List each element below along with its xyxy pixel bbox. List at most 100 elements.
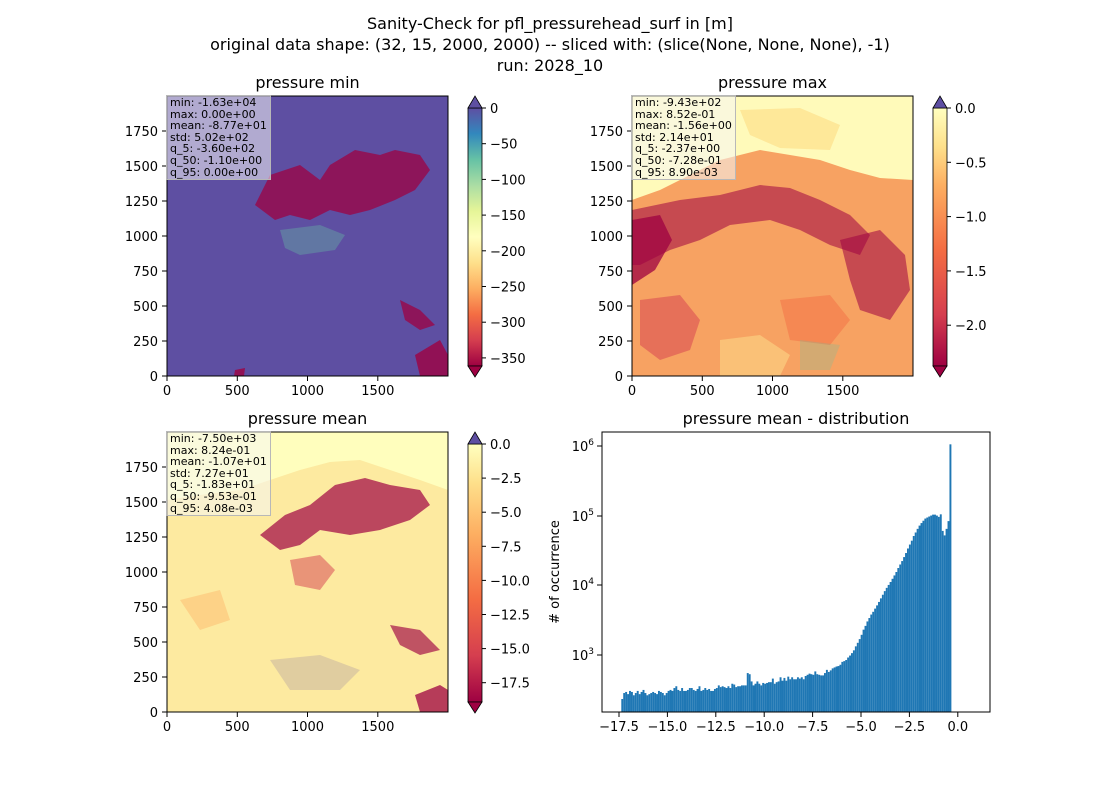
histogram-bar xyxy=(700,690,703,712)
panel-pressure-mean: 0 500 1000 1500 0 250 500 750 1000 1250 … xyxy=(125,431,530,735)
histogram-bar xyxy=(822,675,824,712)
histogram-bar xyxy=(640,691,643,712)
histogram-bar xyxy=(713,688,716,712)
histogram-bar xyxy=(872,611,875,712)
x-tick-label: −10.0 xyxy=(744,720,784,735)
histogram-bar xyxy=(756,681,759,712)
histogram-bar xyxy=(854,646,857,712)
histogram-bar xyxy=(885,587,888,712)
histogram-bar xyxy=(702,689,705,712)
histogram-bar xyxy=(823,673,826,712)
y-axis-label: # of occurrence xyxy=(548,520,563,624)
histogram-bar xyxy=(661,693,664,712)
histogram-bar xyxy=(818,674,821,712)
histogram-bar xyxy=(808,673,811,712)
histogram-bar xyxy=(681,688,684,712)
histogram-bar xyxy=(843,661,846,712)
x-axis-mean: 0 500 1000 1500 xyxy=(163,712,394,735)
colorbar-tick-label: −100 xyxy=(490,173,526,188)
x-tick-label: 1000 xyxy=(291,384,324,399)
histogram-bar xyxy=(781,680,784,712)
histogram-bar xyxy=(837,666,840,712)
histogram-bar xyxy=(677,689,680,712)
histogram-bar xyxy=(634,693,637,712)
histogram-bar xyxy=(627,694,630,712)
colorbar-tick-label: −7.5 xyxy=(490,540,522,555)
histogram-bar xyxy=(742,685,745,712)
y-axis-histogram: 103 104 105 106 xyxy=(572,438,602,664)
histogram-bar xyxy=(768,682,770,712)
histogram-bar xyxy=(918,525,921,712)
x-tick-label: −2.5 xyxy=(894,720,926,735)
histogram-bar xyxy=(945,528,948,712)
figure-title-line3: run: 2028_10 xyxy=(496,56,604,75)
histogram-bar xyxy=(735,687,738,712)
histogram-bar xyxy=(806,674,809,712)
histogram-bar xyxy=(947,521,950,712)
histogram-bar xyxy=(777,681,780,712)
stats-box-max: min: -9.43e+02 max: 8.52e-01 mean: -1.56… xyxy=(631,95,736,181)
y-tick-label: 0 xyxy=(150,706,158,721)
y-tick-label: 1000 xyxy=(125,230,158,245)
x-tick-label: 1500 xyxy=(361,720,394,735)
histogram-bar xyxy=(762,682,765,712)
histogram-bar xyxy=(775,682,778,712)
histogram-bar xyxy=(905,553,907,712)
x-tick-label: 1000 xyxy=(756,384,789,399)
colorbar-tick-label: −2.5 xyxy=(490,472,522,487)
stat-line: q_5: -2.37e+00 xyxy=(635,142,721,156)
colorbar-max: 0.0 −0.5 −1.0 −1.5 −2.0 xyxy=(932,95,987,378)
histogram-bar xyxy=(935,515,938,712)
x-tick-label: 500 xyxy=(225,720,250,735)
stat-line: min: -9.43e+02 xyxy=(635,96,722,109)
stat-line: mean: -1.07e+01 xyxy=(170,455,267,469)
stat-line: q_95: 8.90e-03 xyxy=(635,165,718,179)
histogram-bar xyxy=(731,683,734,712)
histogram-bar xyxy=(916,528,919,712)
heatmap-mean-texture xyxy=(167,432,448,712)
histogram-bar xyxy=(771,678,774,712)
histogram-bar xyxy=(750,681,753,712)
histogram-bar xyxy=(704,688,707,712)
histogram-bar xyxy=(725,688,728,712)
histogram-bar xyxy=(874,608,877,712)
stat-line: max: 8.52e-01 xyxy=(635,107,716,121)
y-tick-label: 1250 xyxy=(125,531,158,546)
histogram-bar xyxy=(733,684,736,712)
histogram-bar xyxy=(727,686,730,712)
histogram-bar xyxy=(785,680,788,712)
histogram-bar xyxy=(654,693,657,712)
y-tick-label: 500 xyxy=(133,300,158,315)
histogram-bar xyxy=(652,691,655,712)
x-tick-label: 500 xyxy=(225,384,250,399)
y-tick-label: 1500 xyxy=(125,160,158,175)
x-tick-label: 1500 xyxy=(361,384,394,399)
histogram-bar xyxy=(895,572,898,712)
panel-pressure-min: 0 500 1000 1500 0 250 500 750 1000 1250 … xyxy=(125,95,526,399)
histogram-bar xyxy=(673,688,676,712)
histogram-bar xyxy=(858,639,861,712)
histogram-bar xyxy=(852,650,855,712)
histogram-bar xyxy=(889,581,892,712)
histogram-bar xyxy=(665,693,668,712)
histogram-bar xyxy=(943,535,946,712)
colorbar-tick-label: −12.5 xyxy=(490,609,530,624)
colorbar-tick-label: −15.0 xyxy=(490,643,530,658)
colorbar-tick-label: −250 xyxy=(490,281,526,296)
x-tick-label: −7.5 xyxy=(797,720,829,735)
panel-title-max: pressure max xyxy=(717,73,828,92)
histogram-bar xyxy=(825,669,828,712)
stat-line: q_50: -7.28e-01 xyxy=(635,153,722,167)
histogram-bar xyxy=(835,666,838,712)
histogram-bar xyxy=(924,518,927,712)
x-tick-label: −17.5 xyxy=(599,720,639,735)
histogram-bar xyxy=(810,674,813,712)
histogram-bar xyxy=(791,677,794,712)
histogram-bar xyxy=(893,575,896,712)
histogram-bar xyxy=(879,598,882,712)
histogram-bar xyxy=(812,674,815,712)
histogram-bar xyxy=(706,689,709,712)
histogram-bar xyxy=(769,682,772,712)
colorbar-tick-label: −2.0 xyxy=(955,319,987,334)
y-axis-max: 0 250 500 750 1000 1250 1500 1750 xyxy=(590,125,632,385)
